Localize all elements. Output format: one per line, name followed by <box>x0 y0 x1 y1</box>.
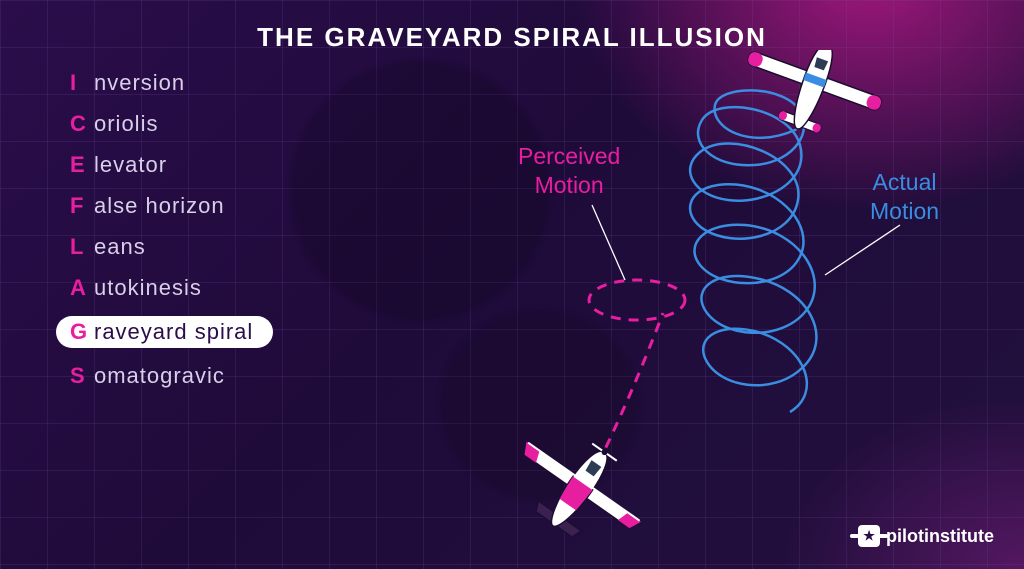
acronym-item: Coriolis <box>70 111 273 137</box>
actual-line2: Motion <box>870 198 939 224</box>
perceived-line1: Perceived <box>518 143 620 169</box>
brand-logo: pilotinstitute <box>858 525 994 547</box>
acronym-rest: nversion <box>94 70 185 96</box>
acronym-first-letter: A <box>70 275 94 301</box>
acronym-first-letter: I <box>70 70 94 96</box>
brand-text: pilotinstitute <box>886 526 994 547</box>
page-title: THE GRAVEYARD SPIRAL ILLUSION <box>0 22 1024 53</box>
actual-line1: Actual <box>873 169 937 195</box>
diagram-svg <box>400 50 1000 550</box>
acronym-rest: omatogravic <box>94 363 225 389</box>
acronym-first-letter: S <box>70 363 94 389</box>
acronym-list: InversionCoriolisElevatorFalse horizonLe… <box>70 70 273 389</box>
perceived-label: Perceived Motion <box>518 142 620 200</box>
perceived-line2: Motion <box>535 172 604 198</box>
acronym-rest: eans <box>94 234 146 260</box>
acronym-rest: utokinesis <box>94 275 202 301</box>
actual-label: Actual Motion <box>870 168 939 226</box>
acronym-first-letter: G <box>70 319 94 345</box>
acronym-rest: raveyard spiral <box>94 319 253 345</box>
acronym-item: Inversion <box>70 70 273 96</box>
acronym-item: Graveyard spiral <box>56 316 273 348</box>
plane-bottom-icon <box>496 410 664 550</box>
acronym-rest: oriolis <box>94 111 158 137</box>
acronym-item: Elevator <box>70 152 273 178</box>
actual-leader <box>825 225 900 275</box>
perceived-leader <box>592 205 625 280</box>
acronym-first-letter: F <box>70 193 94 219</box>
acronym-rest: alse horizon <box>94 193 225 219</box>
actual-spiral <box>690 90 816 412</box>
acronym-first-letter: E <box>70 152 94 178</box>
acronym-item: Autokinesis <box>70 275 273 301</box>
acronym-first-letter: L <box>70 234 94 260</box>
acronym-first-letter: C <box>70 111 94 137</box>
acronym-item: Leans <box>70 234 273 260</box>
diagram: Perceived Motion Actual Motion <box>400 50 1000 550</box>
brand-badge-icon <box>858 525 880 547</box>
acronym-item: Somatogravic <box>70 363 273 389</box>
acronym-item: False horizon <box>70 193 273 219</box>
acronym-rest: levator <box>94 152 167 178</box>
perceived-ellipse <box>589 280 685 320</box>
